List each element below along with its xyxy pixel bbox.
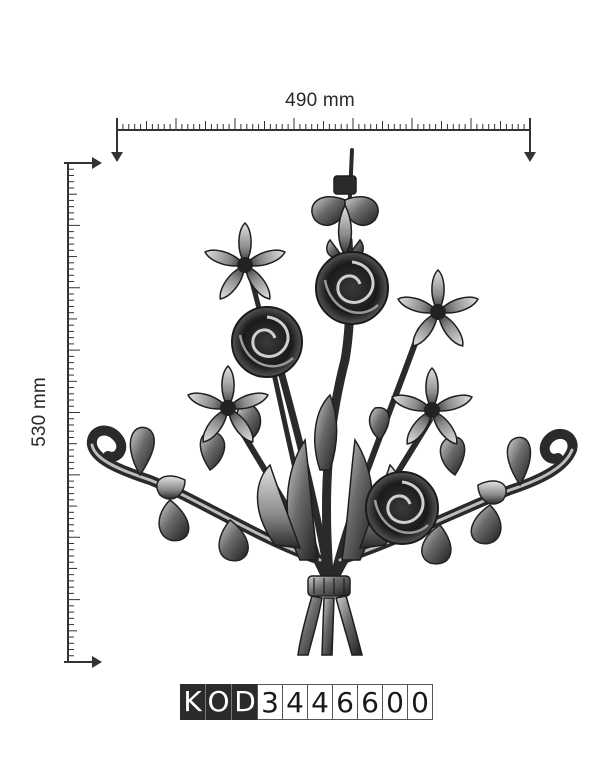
rose-left [232,307,302,377]
code-digit: 4 [282,684,308,720]
code-prefix-char: D [232,684,258,720]
rose-top [316,252,388,324]
code-digit: 3 [257,684,283,720]
product-code: K O D 3 4 4 6 6 0 0 [180,684,433,720]
flower-top-right [396,270,480,350]
code-prefix-char: K [180,684,206,720]
code-digit: 6 [357,684,383,720]
code-digit: 0 [407,684,433,720]
binding-band [308,576,350,596]
code-digit: 6 [332,684,358,720]
flower-top-left [203,223,287,303]
code-prefix-char: O [206,684,232,720]
code-digit: 4 [307,684,333,720]
code-digit: 0 [382,684,408,720]
rose-bottom-right [366,472,438,544]
stem-base [298,596,362,655]
top-finial [312,176,378,258]
